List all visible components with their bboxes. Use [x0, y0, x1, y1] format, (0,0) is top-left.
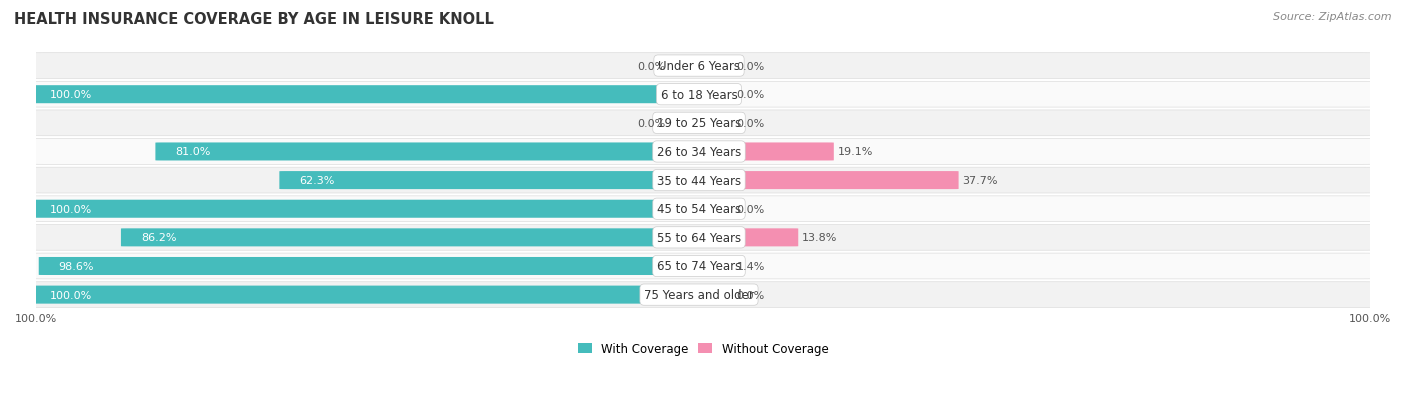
Text: 75 Years and older: 75 Years and older	[644, 288, 754, 301]
FancyBboxPatch shape	[666, 57, 706, 76]
Text: Under 6 Years: Under 6 Years	[658, 60, 740, 73]
FancyBboxPatch shape	[692, 229, 799, 247]
FancyBboxPatch shape	[692, 114, 733, 133]
Text: 0.0%: 0.0%	[737, 290, 765, 300]
FancyBboxPatch shape	[692, 143, 834, 161]
Text: 0.0%: 0.0%	[637, 119, 666, 128]
FancyBboxPatch shape	[30, 225, 1376, 251]
Text: 100.0%: 100.0%	[49, 204, 91, 214]
FancyBboxPatch shape	[121, 229, 706, 247]
FancyBboxPatch shape	[692, 257, 733, 275]
Text: 100.0%: 100.0%	[49, 90, 91, 100]
Text: 0.0%: 0.0%	[637, 62, 666, 71]
Text: 35 to 44 Years: 35 to 44 Years	[657, 174, 741, 187]
FancyBboxPatch shape	[30, 111, 1376, 136]
FancyBboxPatch shape	[692, 286, 733, 304]
Text: 0.0%: 0.0%	[737, 62, 765, 71]
FancyBboxPatch shape	[692, 86, 733, 104]
Text: 81.0%: 81.0%	[176, 147, 211, 157]
FancyBboxPatch shape	[30, 139, 1376, 165]
Text: 100.0%: 100.0%	[49, 290, 91, 300]
FancyBboxPatch shape	[30, 200, 706, 218]
Legend: With Coverage, Without Coverage: With Coverage, Without Coverage	[572, 337, 834, 360]
Text: 6 to 18 Years: 6 to 18 Years	[661, 88, 737, 102]
Text: 19 to 25 Years: 19 to 25 Years	[657, 117, 741, 130]
Text: 98.6%: 98.6%	[59, 261, 94, 271]
FancyBboxPatch shape	[156, 143, 706, 161]
FancyBboxPatch shape	[39, 257, 706, 275]
FancyBboxPatch shape	[30, 282, 1376, 308]
FancyBboxPatch shape	[30, 286, 706, 304]
FancyBboxPatch shape	[280, 172, 706, 190]
Text: 0.0%: 0.0%	[737, 90, 765, 100]
FancyBboxPatch shape	[666, 114, 706, 133]
Text: 0.0%: 0.0%	[737, 119, 765, 128]
FancyBboxPatch shape	[30, 82, 1376, 108]
Text: 62.3%: 62.3%	[299, 176, 335, 186]
Text: 65 to 74 Years: 65 to 74 Years	[657, 260, 741, 273]
FancyBboxPatch shape	[30, 196, 1376, 222]
FancyBboxPatch shape	[692, 57, 733, 76]
Text: 55 to 64 Years: 55 to 64 Years	[657, 231, 741, 244]
Text: Source: ZipAtlas.com: Source: ZipAtlas.com	[1274, 12, 1392, 22]
Text: HEALTH INSURANCE COVERAGE BY AGE IN LEISURE KNOLL: HEALTH INSURANCE COVERAGE BY AGE IN LEIS…	[14, 12, 494, 27]
Text: 26 to 34 Years: 26 to 34 Years	[657, 146, 741, 159]
Text: 19.1%: 19.1%	[838, 147, 873, 157]
FancyBboxPatch shape	[30, 168, 1376, 194]
FancyBboxPatch shape	[692, 200, 733, 218]
FancyBboxPatch shape	[30, 54, 1376, 79]
FancyBboxPatch shape	[30, 86, 706, 104]
Text: 0.0%: 0.0%	[737, 204, 765, 214]
FancyBboxPatch shape	[30, 254, 1376, 279]
Text: 1.4%: 1.4%	[737, 261, 765, 271]
Text: 86.2%: 86.2%	[141, 233, 176, 243]
FancyBboxPatch shape	[692, 172, 959, 190]
Text: 37.7%: 37.7%	[963, 176, 998, 186]
Text: 45 to 54 Years: 45 to 54 Years	[657, 203, 741, 216]
Text: 13.8%: 13.8%	[803, 233, 838, 243]
